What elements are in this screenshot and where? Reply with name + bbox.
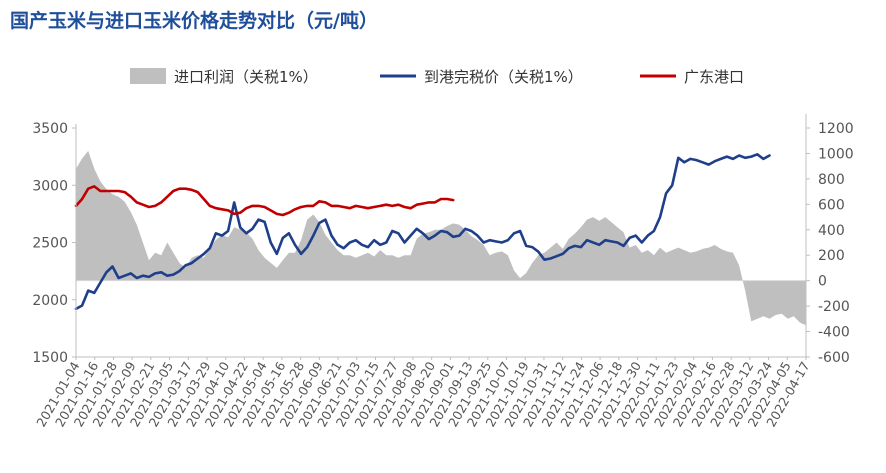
right-axis-tick-label: 0 xyxy=(818,274,827,290)
right-axis-tick-label: -400 xyxy=(818,325,850,341)
right-axis-tick-label: 200 xyxy=(818,248,845,264)
right-axis-tick-label: 600 xyxy=(818,197,845,213)
right-axis-tick-label: 1200 xyxy=(818,121,854,137)
chart-title: 国产玉米与进口玉米价格走势对比（元/吨） xyxy=(10,10,378,32)
right-axis-tick-label: 1000 xyxy=(818,146,854,162)
legend-label: 进口利润（关税1%） xyxy=(174,68,318,86)
left-axis-tick-label: 1500 xyxy=(32,350,68,366)
legend-label: 到港完税价（关税1%） xyxy=(424,68,583,86)
left-axis-tick-label: 2000 xyxy=(32,293,68,309)
legend-item-guangdong-port: 广东港口 xyxy=(640,68,744,86)
series-line-guangdong-port xyxy=(74,185,455,217)
right-axis-tick-label: 800 xyxy=(818,172,845,188)
right-axis-tick-label: 400 xyxy=(818,223,845,239)
legend-label: 广东港口 xyxy=(684,68,744,86)
left-axis-tick-label: 2500 xyxy=(32,236,68,252)
series-line-landed-price xyxy=(74,153,771,311)
legend: 进口利润（关税1%） 到港完税价（关税1%） 广东港口 xyxy=(130,68,744,86)
axes-layer: 1500 2000 2500 3000 3500 -600 -400 -200 0 200 400 6… xyxy=(32,114,854,429)
left-axis-tick-label: 3500 xyxy=(32,121,68,137)
right-axis-tick-label: -200 xyxy=(818,299,850,315)
area-layer xyxy=(76,150,806,326)
right-axis-tick-label: -600 xyxy=(818,350,850,366)
line-layer xyxy=(74,153,771,311)
left-axis-tick-label: 3000 xyxy=(32,178,68,194)
series-area-import-profit xyxy=(76,150,806,326)
legend-item-landed-price: 到港完税价（关税1%） xyxy=(380,68,583,86)
legend-swatch xyxy=(130,68,166,84)
legend-item-import-profit: 进口利润（关税1%） xyxy=(130,68,318,86)
